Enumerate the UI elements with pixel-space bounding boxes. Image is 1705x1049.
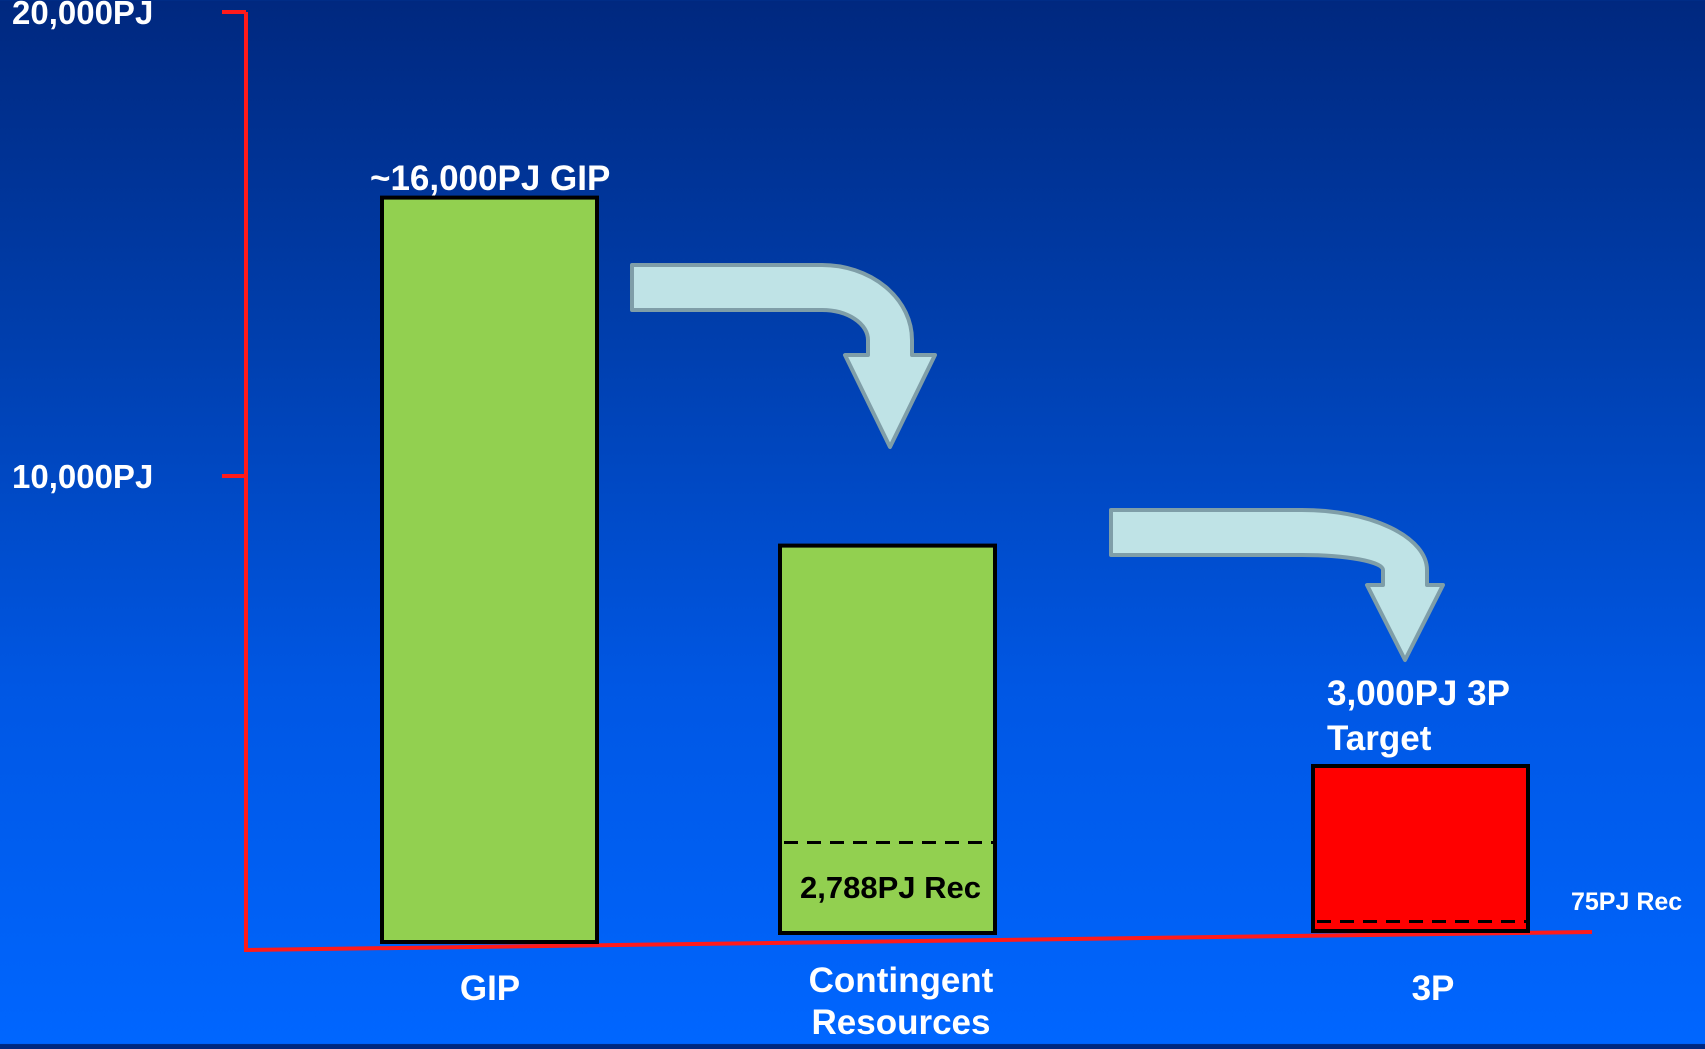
y-tick-label: 20,000PJ <box>12 0 153 31</box>
target-annotation-line2: Target <box>1327 719 1432 758</box>
x-axis-line <box>245 930 1593 952</box>
curved-down-arrow-icon <box>630 263 937 449</box>
curved-down-arrow-icon <box>1109 508 1445 662</box>
flow-arrows <box>630 263 1445 662</box>
y-tick-label: 10,000PJ <box>12 458 153 495</box>
bar-2 <box>1311 764 1530 933</box>
bar-1 <box>778 543 997 935</box>
gip-annotation: ~16,000PJ GIP <box>370 159 610 198</box>
target-annotation-line1: 3,000PJ 3P <box>1327 674 1510 713</box>
axes <box>222 10 1593 952</box>
bar-0 <box>380 195 599 945</box>
category-label: 3P <box>1412 969 1455 1008</box>
category-label: Contingent Resources <box>809 961 994 1042</box>
contingent-rec-annotation: 2,788PJ Rec <box>800 870 981 905</box>
rec-75-annotation: 75PJ Rec <box>1571 888 1682 916</box>
bars <box>380 195 1530 945</box>
labels: 20,000PJ 10,000PJ GIP Contingent Resources 3P… <box>12 0 1682 1042</box>
category-label: GIP <box>460 969 520 1008</box>
